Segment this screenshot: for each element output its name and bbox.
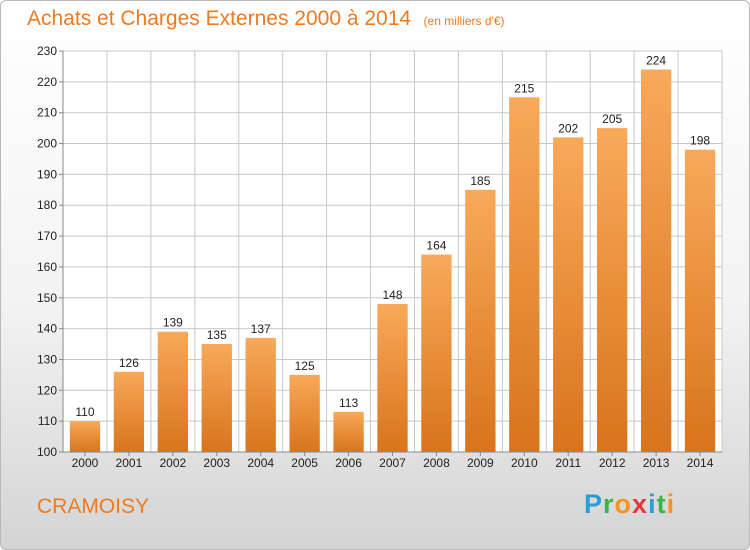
data-label-2014: 198 xyxy=(690,134,710,148)
data-label-2002: 139 xyxy=(163,316,183,330)
y-tick-label: 230 xyxy=(37,44,57,58)
bar-2003 xyxy=(201,344,232,452)
x-tick-label-2002: 2002 xyxy=(159,456,186,470)
bar-2014 xyxy=(684,149,716,452)
logo-letter: i xyxy=(666,489,676,519)
title-row: Achats et Charges Externes 2000 à 2014 (… xyxy=(27,7,505,31)
logo-letter: t xyxy=(656,489,667,519)
data-label-2005: 125 xyxy=(295,359,315,373)
y-tick-label: 100 xyxy=(37,445,57,459)
x-tick-label-2000: 2000 xyxy=(72,456,99,470)
logo-letter: x xyxy=(632,489,649,519)
x-tick-label-2010: 2010 xyxy=(511,456,538,470)
x-tick-label-2005: 2005 xyxy=(291,456,318,470)
data-label-2011: 202 xyxy=(558,121,578,135)
y-tick-label: 160 xyxy=(37,260,57,274)
logo-letter: P xyxy=(584,489,604,519)
bar-2010 xyxy=(509,97,540,453)
data-label-2001: 126 xyxy=(119,356,139,370)
logo-letter: o xyxy=(614,489,633,519)
bar-2006 xyxy=(333,411,364,452)
y-tick-label: 220 xyxy=(37,75,57,89)
y-tick-label: 170 xyxy=(37,229,57,243)
data-label-2007: 148 xyxy=(382,288,402,302)
data-label-2009: 185 xyxy=(470,174,490,188)
bar-2005 xyxy=(289,374,320,452)
y-tick-label: 210 xyxy=(37,106,57,120)
axis-layer: 100 110 120 130 140 150 160 170 180 190 200 210 220 2… xyxy=(37,44,722,470)
data-label-2008: 164 xyxy=(426,239,446,253)
bar-2011 xyxy=(553,137,584,452)
data-label-2013: 224 xyxy=(646,54,666,68)
bar-2001 xyxy=(113,371,145,452)
x-tick-label-2001: 2001 xyxy=(116,456,143,470)
data-label-2004: 137 xyxy=(251,322,271,336)
bar-2007 xyxy=(377,303,408,452)
y-tick-label: 200 xyxy=(37,137,57,151)
data-label-2000: 110 xyxy=(75,405,94,419)
data-label-2003: 135 xyxy=(207,328,227,342)
bar-2012 xyxy=(597,128,628,452)
bar-2002 xyxy=(157,331,188,452)
chart-title: Achats et Charges Externes 2000 à 2014 xyxy=(27,7,412,30)
x-tick-label-2011: 2011 xyxy=(555,456,581,470)
data-label-2010: 215 xyxy=(514,81,534,95)
bar-2004 xyxy=(245,337,276,452)
data-label-2012: 205 xyxy=(602,112,622,126)
commune-name: CRAMOISY xyxy=(37,495,150,518)
bar-layer xyxy=(69,69,716,453)
data-label-2006: 113 xyxy=(339,396,358,410)
y-tick-label: 120 xyxy=(37,383,57,397)
y-tick-label: 190 xyxy=(37,167,57,181)
logo-letter: i xyxy=(648,489,657,519)
bar-2013 xyxy=(640,69,672,452)
x-tick-label-2009: 2009 xyxy=(467,456,494,470)
y-tick-label: 150 xyxy=(37,291,57,305)
y-tick-label: 180 xyxy=(37,198,57,212)
proxiti-logo: Proxiti xyxy=(584,489,675,520)
x-tick-label-2014: 2014 xyxy=(687,456,714,470)
x-tick-label-2013: 2013 xyxy=(643,456,670,470)
label-layer: 110 126 139 135 137 125 113 148 164 185 215 202 205 2… xyxy=(75,54,710,420)
y-tick-label: 140 xyxy=(37,322,57,336)
logo-letter: r xyxy=(603,489,615,519)
x-tick-label-2008: 2008 xyxy=(423,456,450,470)
x-tick-label-2006: 2006 xyxy=(335,456,362,470)
y-tick-label: 130 xyxy=(37,352,57,366)
chart-subtitle: (en milliers d'€) xyxy=(423,14,505,28)
bar-2000 xyxy=(69,421,101,452)
x-tick-label-2004: 2004 xyxy=(247,456,274,470)
bar-2008 xyxy=(421,254,452,452)
x-tick-label-2003: 2003 xyxy=(203,456,230,470)
x-tick-label-2007: 2007 xyxy=(379,456,406,470)
bar-2009 xyxy=(465,189,496,453)
x-tick-label-2012: 2012 xyxy=(599,456,626,470)
y-tick-label: 110 xyxy=(38,414,57,428)
